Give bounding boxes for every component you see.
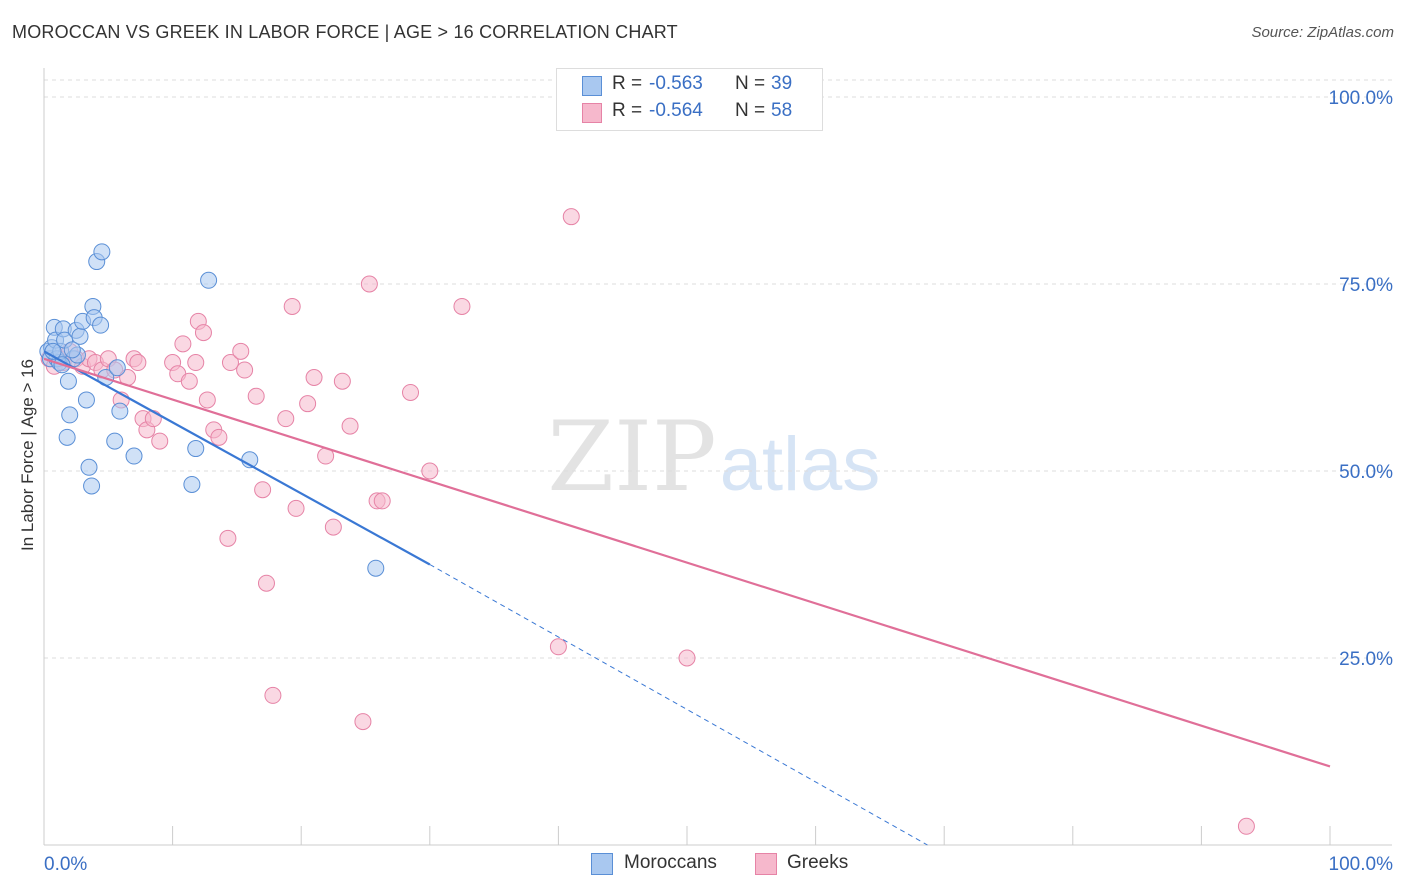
y-tick-label: 75.0% xyxy=(1339,275,1393,296)
greeks-point xyxy=(129,354,147,372)
moroccans-point xyxy=(106,432,124,450)
greeks-point xyxy=(187,354,205,372)
correlation-legend: R = -0.563 N = 39 R = -0.564 N = 58 xyxy=(556,68,823,131)
moroccans-point xyxy=(58,428,76,446)
moroccans-legend-swatch xyxy=(591,853,613,875)
moroccans-trend-line xyxy=(43,350,431,566)
moroccans-point xyxy=(187,440,205,458)
greeks-point xyxy=(219,529,237,547)
moroccans-point xyxy=(125,447,143,465)
greeks-point xyxy=(236,361,254,379)
greeks-point xyxy=(341,417,359,435)
greeks-point xyxy=(324,518,342,536)
greeks-point xyxy=(453,297,471,315)
greeks-point xyxy=(198,391,216,409)
moroccans-point xyxy=(367,559,385,577)
greeks-point xyxy=(151,432,169,450)
greeks-point xyxy=(1237,817,1255,835)
greeks-trend-line xyxy=(43,357,1331,768)
greeks-legend-swatch xyxy=(755,853,777,875)
greeks-point xyxy=(354,713,372,731)
moroccans-point xyxy=(61,406,79,424)
moroccans-legend-label: Moroccans xyxy=(624,852,717,873)
watermark-zip: ZIP xyxy=(547,401,716,513)
moroccans-point xyxy=(183,475,201,493)
greeks-point xyxy=(247,387,265,405)
greeks-point xyxy=(221,354,239,372)
x-tick-label: 0.0% xyxy=(44,854,87,875)
greeks-point xyxy=(194,324,212,342)
watermark-atlas: atlas xyxy=(720,422,881,507)
greeks-point xyxy=(333,372,351,390)
greeks-point xyxy=(562,208,580,226)
greeks-point xyxy=(283,297,301,315)
greeks-point xyxy=(360,275,378,293)
r-label: R = xyxy=(612,100,643,121)
y-tick-label: 50.0% xyxy=(1339,462,1393,483)
greeks-point xyxy=(402,383,420,401)
moroccans-swatch xyxy=(582,76,602,96)
moroccans-point xyxy=(63,341,81,359)
greeks-point xyxy=(180,372,198,390)
greeks-point xyxy=(305,369,323,386)
moroccans-trend-extension xyxy=(429,564,928,846)
r-label: R = xyxy=(612,73,643,94)
greeks-point xyxy=(254,481,272,499)
y-tick-label: 100.0% xyxy=(1329,88,1394,109)
greeks-point xyxy=(232,342,250,360)
greeks-point xyxy=(678,649,696,667)
greeks-point xyxy=(210,428,228,446)
greeks-point xyxy=(421,462,439,480)
n-value: 39 xyxy=(771,73,793,94)
moroccans-point xyxy=(93,243,111,261)
moroccans-point xyxy=(108,359,126,377)
greeks-point xyxy=(299,395,317,413)
moroccans-point xyxy=(77,391,95,409)
moroccans-point xyxy=(80,458,98,476)
greeks-legend-label: Greeks xyxy=(787,852,849,873)
y-tick-label: 25.0% xyxy=(1339,649,1393,670)
greeks-point xyxy=(144,410,162,428)
greeks-point xyxy=(373,492,391,510)
moroccans-point xyxy=(83,477,101,495)
n-label: N = xyxy=(735,73,766,94)
moroccans-point xyxy=(59,372,77,390)
moroccans-point xyxy=(111,402,129,420)
greeks-point xyxy=(257,574,275,592)
source-credit: Source: ZipAtlas.com xyxy=(1251,24,1394,41)
greeks-point xyxy=(174,335,192,353)
greeks-point xyxy=(264,686,282,704)
n-label: N = xyxy=(735,100,766,121)
n-value: 58 xyxy=(771,100,793,121)
r-value: -0.563 xyxy=(649,73,703,94)
r-value: -0.564 xyxy=(649,100,703,121)
greeks-point xyxy=(287,499,305,517)
greeks-point xyxy=(277,410,295,428)
chart-title: MOROCCAN VS GREEK IN LABOR FORCE | AGE >… xyxy=(12,22,678,42)
moroccans-point xyxy=(200,271,218,289)
moroccans-point xyxy=(92,316,110,334)
greeks-point xyxy=(549,638,567,656)
x-tick-label: 100.0% xyxy=(1329,854,1394,875)
greeks-swatch xyxy=(582,103,602,123)
